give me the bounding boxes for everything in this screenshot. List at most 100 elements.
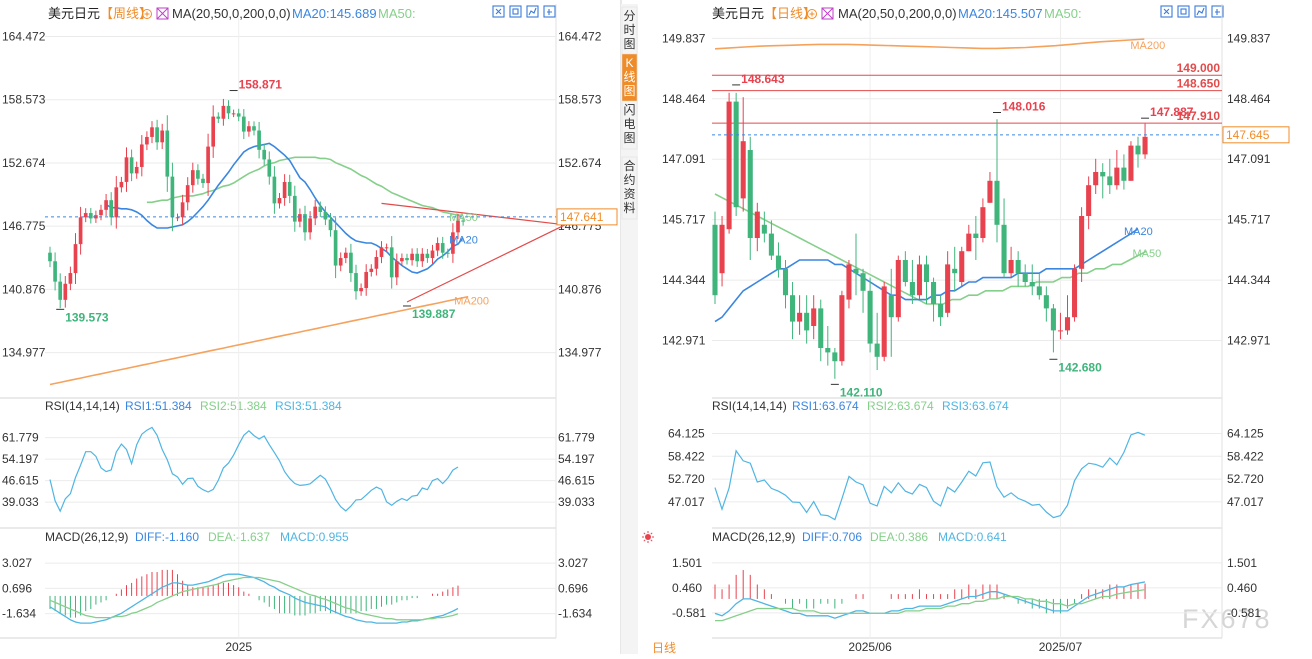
candle-body [221,105,226,119]
candle-body [139,144,144,167]
candle-body [298,214,302,222]
side-tab-char: 图 [623,131,635,145]
candle-body [150,127,154,137]
left-candle [196,164,200,185]
candle-body [129,157,134,174]
candle-body [719,224,725,274]
candle-body [1114,167,1120,186]
left-ma200-tag: MA200 [454,296,489,308]
left-candle [119,176,124,193]
left-ma50-line [146,156,464,216]
right-candle [719,216,725,287]
candle-body [104,200,108,210]
right-candle [945,251,951,318]
right-candle [761,211,767,243]
right-dea-value: DEA:0.386 [870,530,928,544]
left-candle [226,100,231,120]
sun-icon[interactable] [642,531,654,543]
left-candle [287,174,292,204]
candle-body [190,170,195,186]
side-tab-3[interactable]: 闪电图 [621,100,638,150]
right-macd-value: MACD:0.641 [938,530,1007,544]
left-bar-chart-icon[interactable] [526,5,539,18]
candle-body [1064,317,1071,331]
left-rsi1-value: RSI1:51.384 [125,399,192,413]
left-rsi-tick-right: 61.779 [558,431,595,445]
right-candle [1086,176,1092,230]
right-candle [839,290,845,366]
candle-body [58,281,63,300]
candle-body [231,113,236,115]
left-expand-icon[interactable] [492,5,505,18]
right-candle [1135,136,1141,168]
left-rsi-label: RSI(14,14,14) [45,399,120,413]
right-candle [726,92,732,234]
right-rsi-tick-left: 64.125 [668,427,705,441]
left-candle [206,133,210,196]
right-fullscreen-icon[interactable] [1211,5,1224,18]
side-tab-2[interactable]: K线图 [621,53,638,103]
right-candle [1142,123,1148,159]
left-rsi-tick-right: 46.615 [558,474,595,488]
candle-body [308,218,312,233]
candle-body [1135,145,1141,155]
candle-body [119,181,124,188]
right-price-tick-left: 149.837 [662,31,706,45]
candle-body [99,209,103,216]
candle-body [733,101,739,208]
candle-body [980,207,986,238]
right-indicator-settings-icon[interactable] [821,7,834,20]
left-indicator-settings-icon[interactable] [156,7,169,20]
right-price-tick-right: 145.717 [1227,213,1271,227]
right-window-icon[interactable] [1177,5,1190,18]
right-rsi-label: RSI(14,14,14) [712,399,787,413]
candle-body [410,253,414,261]
left-candle [190,162,195,193]
left-period[interactable]: 【周线】 [100,6,152,21]
left-candle [104,194,108,216]
right-bar-chart-icon[interactable] [1194,5,1207,18]
candle-body [323,211,328,220]
right-add-indicator-icon[interactable] [807,9,817,19]
left-candle [134,161,139,179]
side-tab-1[interactable]: 分时图 [621,6,638,56]
candle-body [881,286,887,357]
right-candle [1064,295,1071,335]
side-tab-char: 料 [623,201,635,215]
last-price-text: 147.641 [560,210,604,224]
left-candle [247,121,251,137]
candle-body [369,268,374,272]
candle-body [333,230,338,266]
left-price-tick-right: 134.977 [558,346,602,360]
left-candle [78,206,83,255]
candle-body [754,211,760,238]
left-candle [201,173,205,188]
left-window-icon[interactable] [509,5,522,18]
left-add-indicator-icon[interactable] [142,9,152,19]
right-candle [797,295,803,335]
left-rsi2-value: RSI2:51.384 [200,399,267,413]
right-candle [853,233,859,296]
candle-body [1086,185,1092,216]
right-candle [1093,158,1099,194]
left-candle [333,217,338,279]
right-candle [1043,286,1049,322]
last-price-box [1222,126,1290,144]
left-ma20-line [105,142,464,274]
right-period[interactable]: 【日线】 [764,6,816,21]
left-fullscreen-icon[interactable] [543,5,556,18]
candle-body [818,308,824,348]
right-expand-icon[interactable] [1160,5,1173,18]
right-diff-value: DIFF:0.706 [802,530,862,544]
left-candle [425,248,430,263]
bottom-period-label[interactable]: 日线 [652,641,676,655]
candle-body [860,273,866,291]
candle-body [53,261,57,282]
candle-body [952,268,958,274]
right-rsi-tick-left: 47.017 [668,495,705,509]
right-candle [931,277,937,322]
right-macd-tick-left: 0.460 [672,581,702,595]
right-candle [1079,207,1085,282]
